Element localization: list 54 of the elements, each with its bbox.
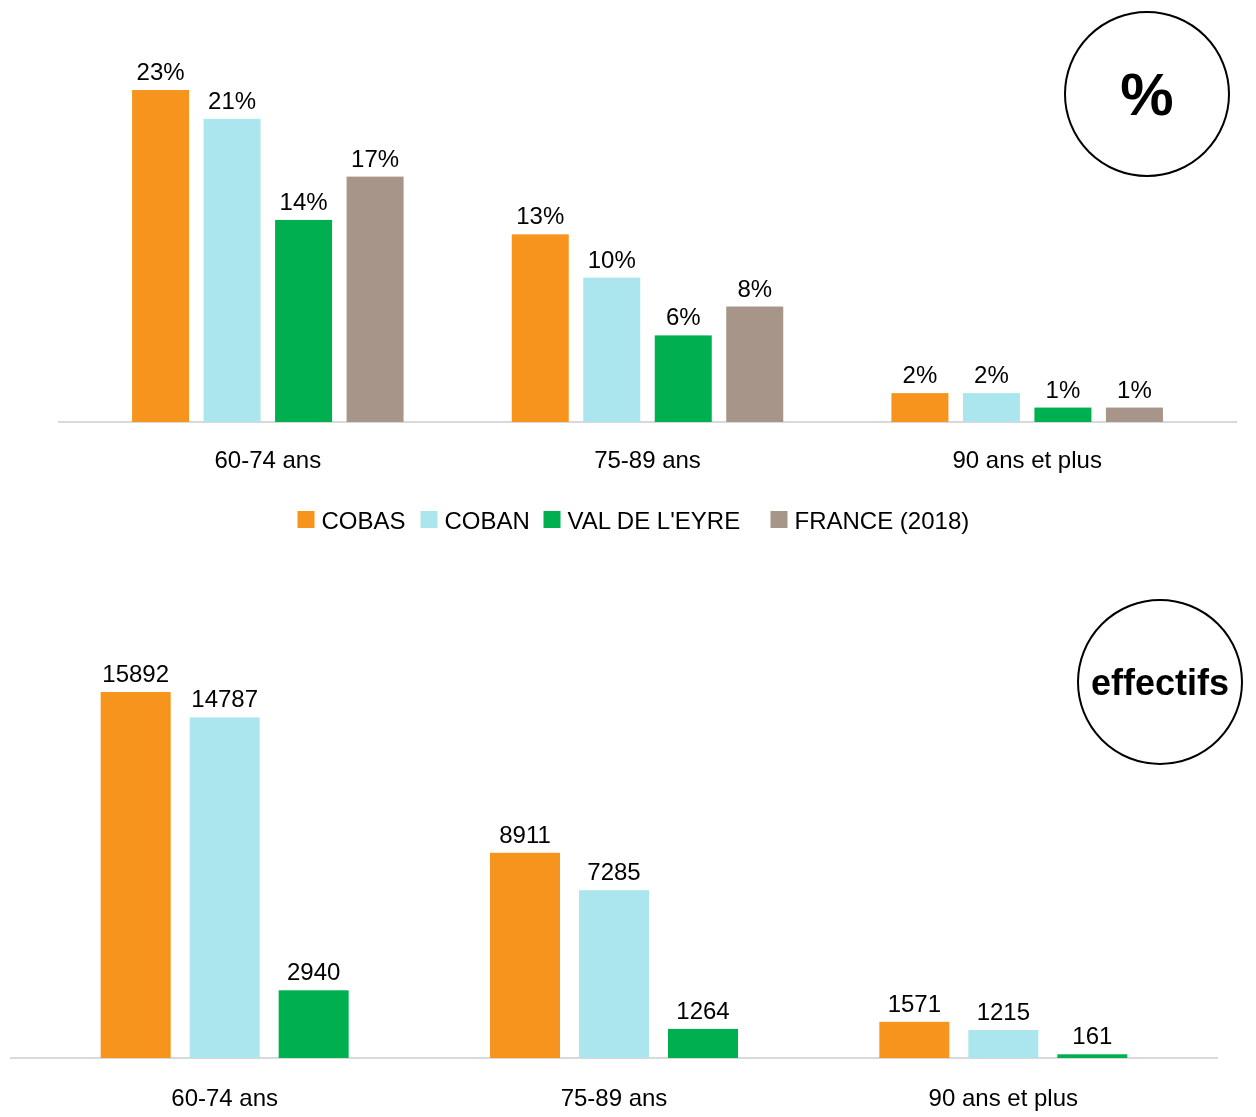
- x-tick-label: 75-89 ans: [594, 446, 701, 473]
- annotation: %: [1120, 61, 1174, 128]
- bar: [962, 393, 1020, 422]
- bar: [968, 1030, 1039, 1058]
- bar: [654, 335, 712, 422]
- bar: [891, 393, 949, 422]
- data-label: 1215: [976, 998, 1031, 1026]
- x-tick-label: 60-74 ans: [171, 1084, 279, 1111]
- data-label: 1571: [887, 989, 942, 1017]
- bar: [490, 852, 560, 1058]
- data-label: 21%: [208, 86, 257, 114]
- bar: [100, 692, 171, 1058]
- annotation: effectifs: [1090, 661, 1230, 703]
- legend-label: VAL DE L'EYRE: [567, 507, 741, 534]
- bar: [583, 277, 641, 422]
- bar: [726, 306, 784, 422]
- bar: [668, 1028, 738, 1058]
- x-tick-label: 75-89 ans: [560, 1084, 668, 1111]
- bar: [275, 219, 333, 422]
- bar: [1057, 1054, 1128, 1058]
- bar: [278, 990, 349, 1058]
- bar: [879, 1021, 950, 1058]
- bar: [579, 890, 649, 1058]
- data-label: 13%: [516, 202, 565, 230]
- bar: [346, 176, 404, 422]
- data-label: 8%: [737, 274, 773, 302]
- x-tick-label: 90 ans et plus: [928, 1084, 1079, 1111]
- data-label: 10%: [587, 245, 636, 273]
- data-label: 1%: [1045, 375, 1081, 403]
- data-label: 8911: [499, 820, 551, 848]
- data-label: 1264: [676, 996, 730, 1024]
- legend-label: FRANCE (2018): [794, 507, 970, 534]
- x-tick-label: 90 ans et plus: [952, 446, 1102, 473]
- bar: [1105, 407, 1163, 422]
- data-label: 15892: [102, 660, 170, 687]
- bar: [511, 234, 569, 422]
- data-label: 161: [1072, 1022, 1113, 1050]
- bar: [132, 90, 190, 422]
- data-label: 2940: [286, 958, 341, 986]
- data-label: 14787: [191, 685, 259, 713]
- bar: [189, 717, 260, 1058]
- data-label: 23%: [136, 58, 185, 85]
- data-label: 14%: [279, 187, 328, 215]
- data-label: 2%: [974, 361, 1009, 389]
- data-label: 17%: [351, 144, 400, 172]
- x-tick-label: 60-74 ans: [214, 446, 322, 473]
- data-label: 2%: [902, 361, 938, 389]
- bar: [203, 118, 261, 422]
- legend-label: COBAN: [444, 507, 530, 534]
- data-label: 1%: [1117, 375, 1152, 403]
- legend-label: COBAS: [321, 507, 406, 534]
- data-label: 6%: [665, 303, 701, 331]
- data-label: 7285: [587, 858, 641, 886]
- bar: [1034, 407, 1092, 422]
